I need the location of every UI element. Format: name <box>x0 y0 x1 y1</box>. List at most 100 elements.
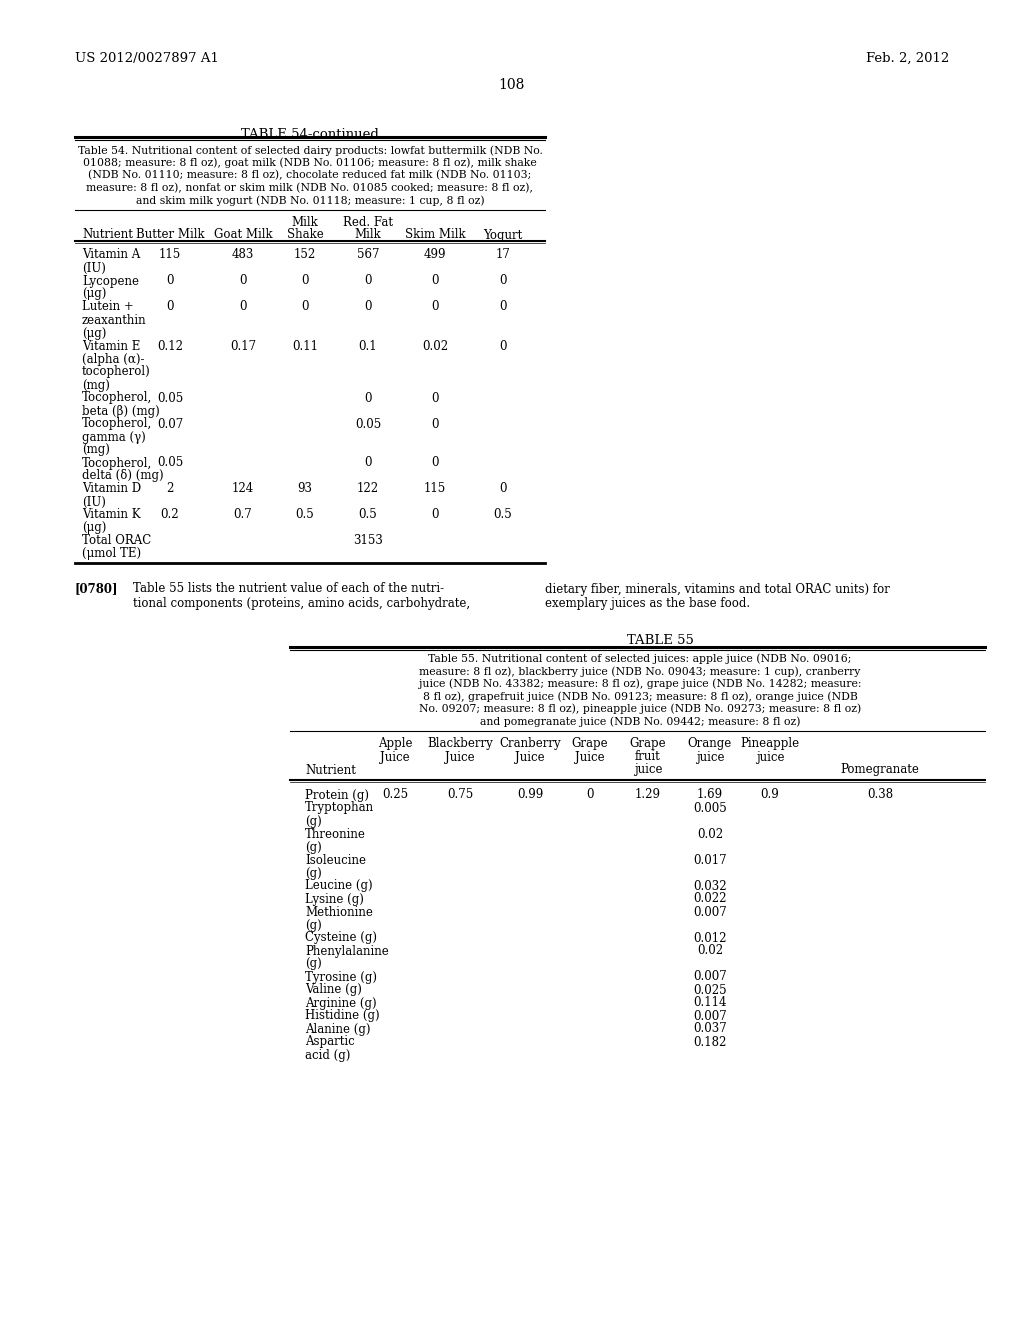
Text: 124: 124 <box>231 483 254 495</box>
Text: 0: 0 <box>500 275 507 288</box>
Text: (g): (g) <box>305 919 322 932</box>
Text: 0.9: 0.9 <box>761 788 779 801</box>
Text: 0: 0 <box>365 457 372 470</box>
Text: juice (NDB No. 43382; measure: 8 fl oz), grape juice (NDB No. 14282; measure:: juice (NDB No. 43382; measure: 8 fl oz),… <box>419 678 861 689</box>
Text: 0: 0 <box>500 301 507 314</box>
Text: Valine (g): Valine (g) <box>305 983 361 997</box>
Text: 0: 0 <box>431 417 438 430</box>
Text: (g): (g) <box>305 957 322 970</box>
Text: 8 fl oz), grapefruit juice (NDB No. 09123; measure: 8 fl oz), orange juice (NDB: 8 fl oz), grapefruit juice (NDB No. 0912… <box>423 690 857 701</box>
Text: Phenylalanine: Phenylalanine <box>305 945 389 957</box>
Text: 0.05: 0.05 <box>355 417 381 430</box>
Text: Protein (g): Protein (g) <box>305 788 369 801</box>
Text: 0: 0 <box>431 275 438 288</box>
Text: 0.012: 0.012 <box>693 932 727 945</box>
Text: 0.2: 0.2 <box>161 508 179 521</box>
Text: and pomegranate juice (NDB No. 09442; measure: 8 fl oz): and pomegranate juice (NDB No. 09442; me… <box>480 715 800 726</box>
Text: Histidine (g): Histidine (g) <box>305 1010 380 1023</box>
Text: Juice: Juice <box>445 751 475 763</box>
Text: Nutrient: Nutrient <box>305 763 356 776</box>
Text: (mg): (mg) <box>82 444 110 457</box>
Text: 152: 152 <box>294 248 316 261</box>
Text: Table 55 lists the nutrient value of each of the nutri-: Table 55 lists the nutrient value of eac… <box>133 582 444 595</box>
Text: Tocopherol,: Tocopherol, <box>82 417 153 430</box>
Text: Tryptophan: Tryptophan <box>305 801 374 814</box>
Text: fruit: fruit <box>635 751 660 763</box>
Text: Goat Milk: Goat Milk <box>214 228 272 242</box>
Text: dietary fiber, minerals, vitamins and total ORAC units) for: dietary fiber, minerals, vitamins and to… <box>545 582 890 595</box>
Text: Lysine (g): Lysine (g) <box>305 892 364 906</box>
Text: zeaxanthin: zeaxanthin <box>82 314 146 326</box>
Text: Tocopherol,: Tocopherol, <box>82 392 153 404</box>
Text: 483: 483 <box>231 248 254 261</box>
Text: 0: 0 <box>301 275 309 288</box>
Text: 0.05: 0.05 <box>157 457 183 470</box>
Text: 2: 2 <box>166 483 174 495</box>
Text: 567: 567 <box>356 248 379 261</box>
Text: 0: 0 <box>365 301 372 314</box>
Text: Shake: Shake <box>287 228 324 242</box>
Text: 0: 0 <box>166 301 174 314</box>
Text: 0: 0 <box>500 483 507 495</box>
Text: 108: 108 <box>499 78 525 92</box>
Text: 115: 115 <box>424 483 446 495</box>
Text: 0: 0 <box>587 788 594 801</box>
Text: gamma (γ): gamma (γ) <box>82 430 145 444</box>
Text: Milk: Milk <box>292 215 318 228</box>
Text: 1.69: 1.69 <box>697 788 723 801</box>
Text: Juice: Juice <box>515 751 545 763</box>
Text: (NDB No. 01110; measure: 8 fl oz), chocolate reduced fat milk (NDB No. 01103;: (NDB No. 01110; measure: 8 fl oz), choco… <box>88 170 531 181</box>
Text: Grape: Grape <box>571 738 608 751</box>
Text: (g): (g) <box>305 814 322 828</box>
Text: 0: 0 <box>301 301 309 314</box>
Text: 0.75: 0.75 <box>446 788 473 801</box>
Text: Pineapple: Pineapple <box>740 738 800 751</box>
Text: acid (g): acid (g) <box>305 1048 350 1061</box>
Text: 0.037: 0.037 <box>693 1023 727 1035</box>
Text: No. 09207; measure: 8 fl oz), pineapple juice (NDB No. 09273; measure: 8 fl oz): No. 09207; measure: 8 fl oz), pineapple … <box>419 704 861 714</box>
Text: Feb. 2, 2012: Feb. 2, 2012 <box>865 51 949 65</box>
Text: 0.005: 0.005 <box>693 801 727 814</box>
Text: 0.99: 0.99 <box>517 788 543 801</box>
Text: tocopherol): tocopherol) <box>82 366 151 379</box>
Text: and skim milk yogurt (NDB No. 01118; measure: 1 cup, 8 fl oz): and skim milk yogurt (NDB No. 01118; mea… <box>136 195 484 206</box>
Text: Isoleucine: Isoleucine <box>305 854 366 866</box>
Text: (g): (g) <box>305 866 322 879</box>
Text: 0.017: 0.017 <box>693 854 727 866</box>
Text: 0.12: 0.12 <box>157 339 183 352</box>
Text: Milk: Milk <box>354 228 381 242</box>
Text: exemplary juices as the base food.: exemplary juices as the base food. <box>545 597 751 610</box>
Text: (μg): (μg) <box>82 288 106 301</box>
Text: delta (δ) (mg): delta (δ) (mg) <box>82 470 164 483</box>
Text: 93: 93 <box>298 483 312 495</box>
Text: US 2012/0027897 A1: US 2012/0027897 A1 <box>75 51 219 65</box>
Text: Yogurt: Yogurt <box>483 228 522 242</box>
Text: 0.007: 0.007 <box>693 906 727 919</box>
Text: Cysteine (g): Cysteine (g) <box>305 932 377 945</box>
Text: 0.007: 0.007 <box>693 1010 727 1023</box>
Text: 0: 0 <box>431 457 438 470</box>
Text: 0.5: 0.5 <box>494 508 512 521</box>
Text: Table 54. Nutritional content of selected dairy products: lowfat buttermilk (NDB: Table 54. Nutritional content of selecte… <box>78 145 543 156</box>
Text: [0780]: [0780] <box>75 582 119 595</box>
Text: 3153: 3153 <box>353 535 383 548</box>
Text: Pomegranate: Pomegranate <box>841 763 920 776</box>
Text: 17: 17 <box>496 248 510 261</box>
Text: TABLE 55: TABLE 55 <box>627 635 693 648</box>
Text: 0.1: 0.1 <box>358 339 377 352</box>
Text: 0.38: 0.38 <box>867 788 893 801</box>
Text: TABLE 54-continued: TABLE 54-continued <box>241 128 379 141</box>
Text: juice: juice <box>695 751 724 763</box>
Text: 0: 0 <box>365 275 372 288</box>
Text: (g): (g) <box>305 841 322 854</box>
Text: (μg): (μg) <box>82 326 106 339</box>
Text: 0.7: 0.7 <box>233 508 252 521</box>
Text: 0.11: 0.11 <box>292 339 318 352</box>
Text: Total ORAC: Total ORAC <box>82 535 152 548</box>
Text: Table 55. Nutritional content of selected juices: apple juice (NDB No. 09016;: Table 55. Nutritional content of selecte… <box>428 653 852 664</box>
Text: 1.29: 1.29 <box>635 788 662 801</box>
Text: 0: 0 <box>365 392 372 404</box>
Text: 0.022: 0.022 <box>693 892 727 906</box>
Text: 0.025: 0.025 <box>693 983 727 997</box>
Text: 0.007: 0.007 <box>693 970 727 983</box>
